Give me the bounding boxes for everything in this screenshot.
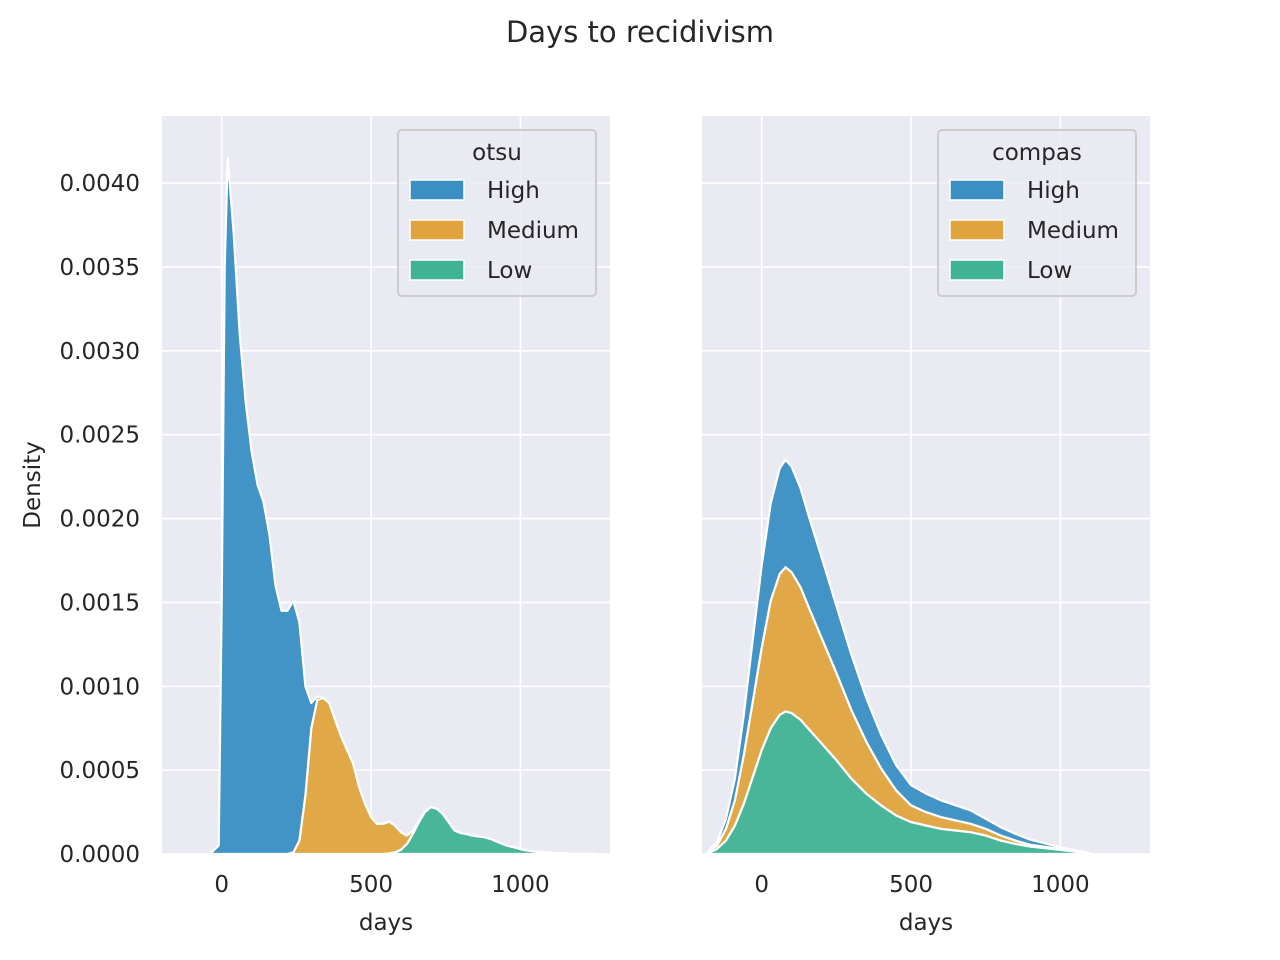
figure-title: Days to recidivism <box>506 15 774 49</box>
legend-label: High <box>1027 178 1080 204</box>
legend-label: Low <box>487 258 532 284</box>
x-tick-label: 1000 <box>491 872 550 898</box>
legend-swatch-low <box>409 259 465 281</box>
x-tick-label: 1000 <box>1031 872 1090 898</box>
y-tick-label: 0.0035 <box>60 255 140 281</box>
legend: otsu High Medium Low <box>397 129 597 297</box>
y-tick-label: 0.0040 <box>60 171 140 197</box>
legend-box <box>937 129 1137 297</box>
legend-title: otsu <box>472 140 522 166</box>
area-series-high <box>706 458 1092 855</box>
legend-swatch-low <box>949 259 1005 281</box>
y-tick-label: 0.0000 <box>60 842 140 868</box>
area-series-high <box>208 156 597 856</box>
legend-label: Low <box>1027 258 1072 284</box>
x-tick-label: 0 <box>754 872 769 898</box>
legend-label: Medium <box>487 218 579 244</box>
legend-swatch-high <box>949 179 1005 201</box>
y-tick-label: 0.0020 <box>60 507 140 533</box>
x-tick-label: 500 <box>889 872 933 898</box>
legend-swatch-medium <box>949 219 1005 241</box>
legend-title: compas <box>992 140 1082 166</box>
legend-label: Medium <box>1027 218 1119 244</box>
x-axis-label: days <box>899 910 953 936</box>
legend-label: High <box>487 178 540 204</box>
legend-swatch-high <box>409 179 465 201</box>
y-tick-label: 0.0030 <box>60 339 140 365</box>
y-tick-label: 0.0025 <box>60 423 140 449</box>
x-tick-label: 0 <box>214 872 229 898</box>
right-panel-compas: 0 500 1000 days compas High Medium Low <box>702 116 1150 936</box>
y-tick-label: 0.0010 <box>60 674 140 700</box>
legend: compas High Medium Low <box>937 129 1137 297</box>
x-tick-label: 500 <box>349 872 393 898</box>
legend-box <box>397 129 597 297</box>
y-tick-label: 0.0015 <box>60 590 140 616</box>
left-panel-otsu: 0 500 1000 0.0000 0.0005 0.0010 0.0015 0.0020 0.… <box>20 116 610 936</box>
legend-swatch-medium <box>409 219 465 241</box>
y-tick-label: 0.0005 <box>60 758 140 784</box>
y-axis-label: Density <box>20 441 46 528</box>
x-axis-label: days <box>359 910 413 936</box>
